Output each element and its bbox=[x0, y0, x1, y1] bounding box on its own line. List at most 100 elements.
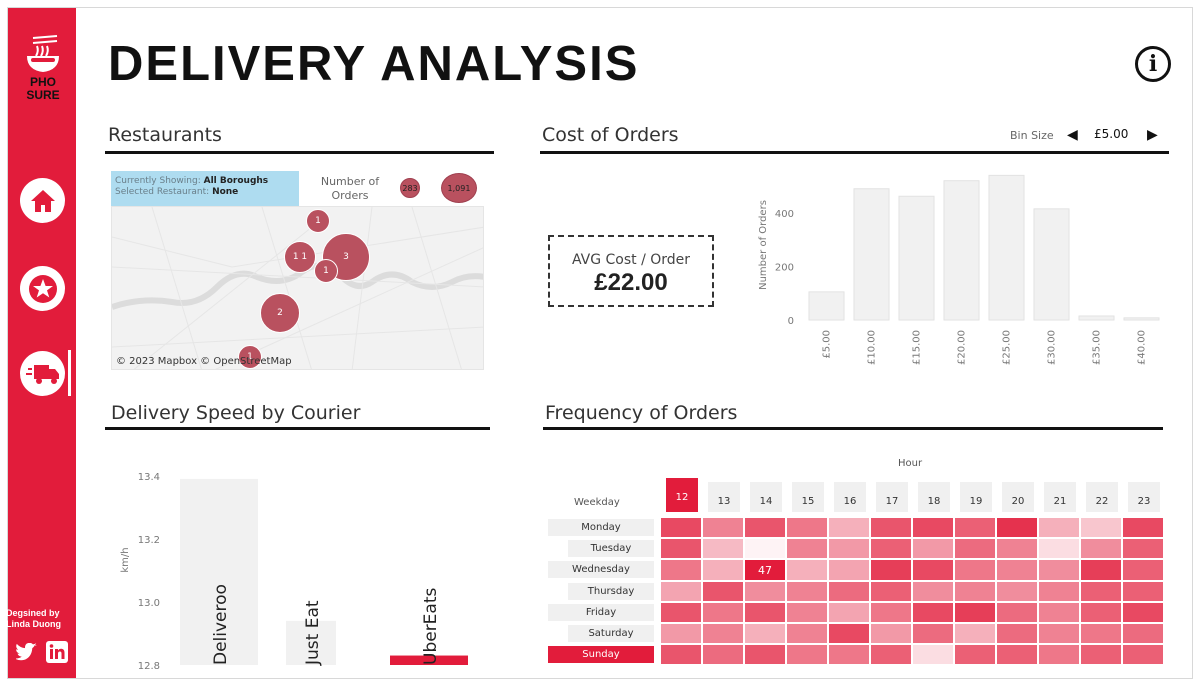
bin-size-decrease-button[interactable]: ◀ bbox=[1067, 127, 1078, 143]
cost-bar[interactable] bbox=[1078, 315, 1115, 321]
heatmap-cell[interactable] bbox=[912, 644, 954, 666]
heatmap-cell[interactable] bbox=[828, 623, 870, 645]
map-bubble[interactable]: 1 bbox=[314, 259, 338, 283]
heatmap-cell[interactable] bbox=[954, 517, 996, 539]
weekday-header-sunday[interactable]: Sunday bbox=[548, 646, 654, 664]
heatmap-cell[interactable] bbox=[1038, 644, 1080, 666]
heatmap-cell[interactable] bbox=[786, 580, 828, 602]
heatmap-cell[interactable] bbox=[786, 623, 828, 645]
heatmap-cell[interactable] bbox=[870, 623, 912, 645]
heatmap-cell[interactable] bbox=[912, 601, 954, 623]
heatmap-cell[interactable] bbox=[1122, 601, 1164, 623]
hour-header-13[interactable]: 13 bbox=[708, 482, 740, 512]
heatmap-cell[interactable] bbox=[702, 644, 744, 666]
cost-bar[interactable] bbox=[943, 180, 980, 321]
heatmap-cell[interactable] bbox=[996, 517, 1038, 539]
heatmap-cell[interactable] bbox=[828, 580, 870, 602]
bin-size-increase-button[interactable]: ▶ bbox=[1147, 127, 1158, 143]
heatmap-cell[interactable] bbox=[660, 644, 702, 666]
heatmap-cell[interactable] bbox=[660, 538, 702, 560]
delivery-speed-chart[interactable]: km/h 13.4 13.2 13.0 12.8 Deliveroo Just Eat Ube… bbox=[110, 440, 490, 670]
hour-header-12[interactable]: 12 bbox=[666, 478, 698, 512]
weekday-header-wednesday[interactable]: Wednesday bbox=[548, 561, 654, 579]
heatmap-cell[interactable] bbox=[912, 517, 954, 539]
heatmap-cell[interactable]: 47 bbox=[744, 559, 786, 581]
heatmap-cell[interactable] bbox=[912, 623, 954, 645]
hour-header-21[interactable]: 21 bbox=[1044, 482, 1076, 512]
heatmap-cell[interactable] bbox=[996, 601, 1038, 623]
heatmap-cell[interactable] bbox=[786, 644, 828, 666]
cost-bar[interactable] bbox=[1033, 208, 1070, 321]
heatmap-cell[interactable] bbox=[870, 580, 912, 602]
speed-bar[interactable] bbox=[286, 620, 336, 665]
heatmap-cell[interactable] bbox=[828, 517, 870, 539]
heatmap-cell[interactable] bbox=[954, 580, 996, 602]
cost-bar[interactable] bbox=[1123, 317, 1160, 321]
map-bubble[interactable]: 1 bbox=[306, 209, 330, 233]
heatmap-cell[interactable] bbox=[954, 559, 996, 581]
cost-bar[interactable] bbox=[853, 188, 890, 321]
heatmap-cell[interactable] bbox=[786, 517, 828, 539]
heatmap-cell[interactable] bbox=[996, 559, 1038, 581]
heatmap-cell[interactable] bbox=[1038, 623, 1080, 645]
cost-bar[interactable] bbox=[808, 291, 845, 321]
heatmap-cell[interactable] bbox=[996, 644, 1038, 666]
heatmap-cell[interactable] bbox=[1038, 517, 1080, 539]
heatmap-cell[interactable] bbox=[660, 517, 702, 539]
heatmap-cell[interactable] bbox=[870, 538, 912, 560]
hour-header-20[interactable]: 20 bbox=[1002, 482, 1034, 512]
cost-of-orders-chart[interactable]: Number of Orders 0 200 400 £5.00 £10.00 £15.00… bbox=[756, 170, 1166, 370]
map-bubble[interactable]: 2 bbox=[260, 293, 300, 333]
heatmap-cell[interactable] bbox=[744, 623, 786, 645]
heatmap-cell[interactable] bbox=[1122, 580, 1164, 602]
heatmap-cell[interactable] bbox=[1080, 580, 1122, 602]
nav-delivery-button[interactable] bbox=[20, 351, 65, 396]
weekday-header-friday[interactable]: Friday bbox=[548, 603, 654, 621]
hour-header-23[interactable]: 23 bbox=[1128, 482, 1160, 512]
hour-header-17[interactable]: 17 bbox=[876, 482, 908, 512]
speed-bar[interactable] bbox=[180, 478, 258, 665]
heatmap-cell[interactable] bbox=[912, 538, 954, 560]
bin-size-value[interactable]: £5.00 bbox=[1094, 127, 1129, 141]
heatmap-cell[interactable] bbox=[1080, 517, 1122, 539]
heatmap-cell[interactable] bbox=[786, 538, 828, 560]
hour-header-18[interactable]: 18 bbox=[918, 482, 950, 512]
heatmap-cell[interactable] bbox=[660, 559, 702, 581]
heatmap-cell[interactable] bbox=[954, 623, 996, 645]
heatmap-cell[interactable] bbox=[744, 644, 786, 666]
heatmap-cell[interactable] bbox=[1122, 623, 1164, 645]
weekday-header-saturday[interactable]: Saturday bbox=[568, 625, 654, 642]
heatmap-cell[interactable] bbox=[1080, 538, 1122, 560]
weekday-header-monday[interactable]: Monday bbox=[548, 519, 654, 536]
hour-header-16[interactable]: 16 bbox=[834, 482, 866, 512]
heatmap-cell[interactable] bbox=[702, 517, 744, 539]
heatmap-cell[interactable] bbox=[1080, 623, 1122, 645]
heatmap-cell[interactable] bbox=[744, 580, 786, 602]
hour-header-14[interactable]: 14 bbox=[750, 482, 782, 512]
heatmap-cell[interactable] bbox=[1122, 644, 1164, 666]
map-bubble[interactable]: 1 1 bbox=[284, 241, 316, 273]
heatmap-cell[interactable] bbox=[1038, 559, 1080, 581]
heatmap-cell[interactable] bbox=[660, 601, 702, 623]
heatmap-cell[interactable] bbox=[1122, 538, 1164, 560]
heatmap-cell[interactable] bbox=[996, 580, 1038, 602]
heatmap-cell[interactable] bbox=[828, 601, 870, 623]
weekday-header-thursday[interactable]: Thursday bbox=[568, 582, 654, 600]
heatmap-cell[interactable] bbox=[1080, 644, 1122, 666]
heatmap-cell[interactable] bbox=[702, 559, 744, 581]
weekday-header-tuesday[interactable]: Tuesday bbox=[568, 540, 654, 558]
heatmap-cell[interactable] bbox=[1080, 601, 1122, 623]
restaurants-map[interactable]: 1 1 1 3 1 2 1 bbox=[111, 206, 484, 370]
heatmap-cell[interactable] bbox=[1122, 517, 1164, 539]
heatmap-cell[interactable] bbox=[954, 601, 996, 623]
heatmap-cell[interactable] bbox=[660, 623, 702, 645]
linkedin-button[interactable] bbox=[45, 640, 69, 664]
hour-header-15[interactable]: 15 bbox=[792, 482, 824, 512]
heatmap-cell[interactable] bbox=[954, 538, 996, 560]
heatmap-cell[interactable] bbox=[996, 623, 1038, 645]
heatmap-cell[interactable] bbox=[702, 538, 744, 560]
heatmap-cell[interactable] bbox=[744, 517, 786, 539]
heatmap-cell[interactable] bbox=[870, 517, 912, 539]
heatmap-cell[interactable] bbox=[1080, 559, 1122, 581]
heatmap-cell[interactable] bbox=[912, 580, 954, 602]
